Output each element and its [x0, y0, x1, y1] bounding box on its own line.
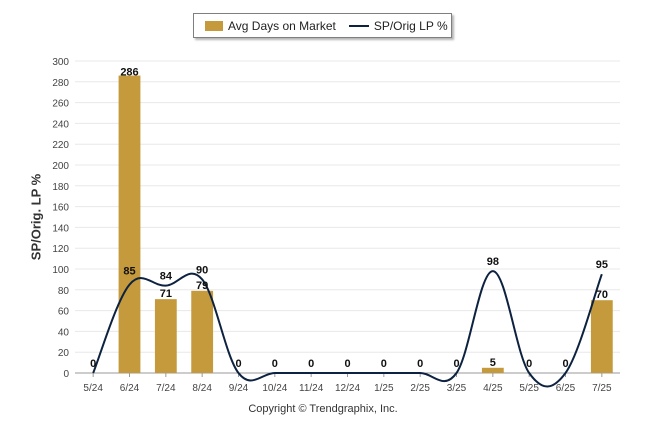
data-label: 0 — [235, 358, 241, 370]
legend-line-swatch — [348, 24, 369, 27]
data-label: 0 — [344, 358, 350, 370]
line-data-label: 98 — [487, 256, 499, 268]
legend-bar-swatch — [205, 20, 223, 31]
x-tick-label: 12/24 — [335, 383, 360, 394]
bar-data-label: 70 — [596, 289, 608, 301]
y-tick-label: 300 — [52, 57, 69, 68]
x-tick-label: 5/25 — [519, 383, 539, 394]
bar — [154, 299, 177, 373]
x-tick-label: 9/24 — [229, 383, 249, 394]
y-tick-label: 60 — [58, 307, 70, 318]
y-tick-label: 120 — [52, 244, 69, 255]
data-label: 0 — [417, 358, 423, 370]
line-series-path — [92, 270, 603, 388]
y-tick-label: 40 — [58, 327, 70, 338]
y-tick-label: 200 — [52, 161, 69, 172]
legend-bar-label: Avg Days on Market — [228, 18, 336, 33]
data-label: 0 — [526, 358, 532, 370]
bar — [481, 367, 504, 373]
y-tick-label: 160 — [52, 203, 69, 214]
data-label: 0 — [308, 358, 314, 370]
x-tick-label: 1/25 — [374, 383, 394, 394]
bar-data-label: 71 — [160, 288, 172, 300]
data-label: 0 — [453, 358, 459, 370]
y-tick-label: 100 — [52, 265, 69, 276]
data-label: 0 — [272, 358, 278, 370]
bar-data-label: 5 — [490, 357, 496, 369]
x-tick-label: 7/25 — [592, 383, 612, 394]
copyright-text: Copyright © Trendgraphix, Inc. — [248, 403, 398, 415]
y-tick-label: 140 — [52, 223, 69, 234]
y-tick-label: 0 — [63, 369, 69, 380]
y-tick-label: 80 — [58, 286, 70, 297]
y-tick-label: 280 — [52, 78, 69, 89]
bar-data-label: 286 — [120, 67, 138, 79]
data-label: 0 — [90, 358, 96, 370]
x-tick-label: 6/24 — [120, 383, 140, 394]
x-tick-label: 6/25 — [556, 383, 576, 394]
x-tick-label: 5/24 — [83, 383, 103, 394]
bar — [191, 290, 214, 373]
bar — [590, 300, 613, 373]
data-label: 0 — [562, 358, 568, 370]
x-tick-label: 4/25 — [483, 383, 503, 394]
y-tick-label: 240 — [52, 119, 69, 130]
y-tick-label: 20 — [58, 348, 70, 359]
line-data-label: 90 — [196, 264, 208, 276]
y-axis-label: SP/Orig. LP % — [28, 173, 44, 261]
bar — [118, 75, 141, 373]
line-data-label: 95 — [596, 259, 608, 271]
x-tick-label: 11/24 — [299, 383, 324, 394]
legend: Avg Days on Market SP/Orig LP % — [193, 13, 452, 38]
x-tick-label: 8/24 — [192, 383, 212, 394]
line-data-label: 85 — [123, 266, 135, 278]
y-tick-label: 260 — [52, 99, 69, 110]
legend-line-label: SP/Orig LP % — [373, 18, 448, 33]
x-tick-label: 2/25 — [410, 383, 430, 394]
legend-item-bar: Avg Days on Market — [194, 19, 336, 33]
x-tick-label: 3/25 — [447, 383, 467, 394]
bar-data-label: 79 — [196, 280, 208, 292]
x-tick-label: 7/24 — [156, 383, 176, 394]
y-tick-label: 180 — [52, 182, 69, 193]
legend-item-line: SP/Orig LP % — [336, 19, 448, 33]
data-label: 0 — [381, 358, 387, 370]
line-data-label: 84 — [160, 271, 173, 283]
y-tick-label: 220 — [52, 140, 69, 151]
x-tick-label: 10/24 — [262, 383, 287, 394]
